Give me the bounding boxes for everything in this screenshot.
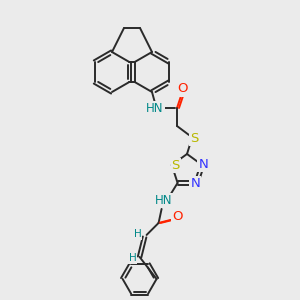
Text: N: N	[198, 158, 208, 171]
Text: H: H	[129, 253, 136, 263]
Text: H: H	[134, 229, 142, 239]
Text: N: N	[190, 177, 200, 190]
Text: S: S	[172, 159, 180, 172]
Text: O: O	[178, 82, 188, 95]
Text: HN: HN	[146, 101, 164, 115]
Text: HN: HN	[155, 194, 172, 207]
Text: O: O	[172, 210, 183, 224]
Text: S: S	[190, 131, 198, 145]
